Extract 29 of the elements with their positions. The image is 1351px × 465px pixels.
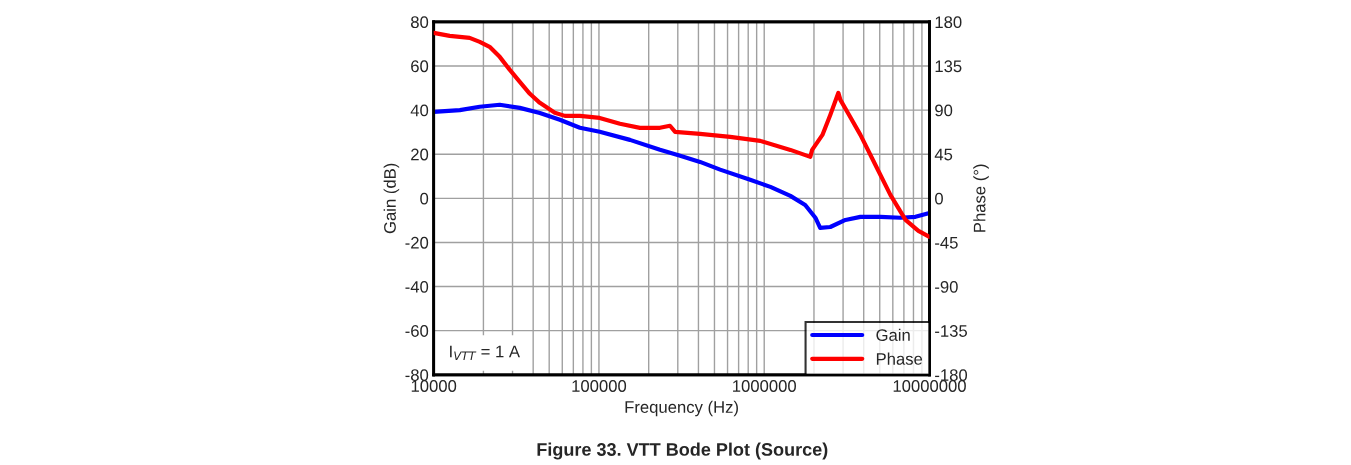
x-tick-label: 1000000 [733, 380, 797, 392]
x-tick-label: 10000 [411, 380, 457, 392]
y2-tick-label: -90 [935, 280, 958, 293]
legend-label: Gain [876, 328, 910, 341]
legend-label: Phase [876, 352, 923, 365]
y2-tick-label: 135 [935, 60, 962, 73]
y2-tick-label: 0 [935, 192, 943, 205]
y-tick-label: 80 [411, 16, 429, 29]
x-tick-label: 10000000 [893, 380, 966, 392]
y-tick-label: -20 [405, 236, 429, 249]
y2-tick-label: -180 [935, 369, 968, 381]
y2-axis-title: Phase (°) [973, 164, 989, 232]
text: Figure 33. VTT Bode Plot (Source) [537, 442, 828, 460]
y2-tick-label: 180 [935, 16, 962, 29]
y-axis-title: Gain (dB) [383, 163, 400, 234]
y2-tick-label: 45 [934, 148, 953, 161]
y-tick-label: -60 [405, 325, 429, 337]
y2-tick-label: -135 [935, 325, 968, 337]
y-tick-label: 0 [420, 192, 429, 205]
y-tick-label: 40 [410, 104, 429, 117]
y-tick-label: 60 [411, 60, 429, 73]
annotation: I$_{VTT}$ = 1 A [450, 345, 520, 360]
y2-tick-label: 90 [935, 104, 953, 117]
y-tick-label: 20 [411, 148, 429, 161]
y-tick-label: -40 [405, 280, 429, 293]
y-tick-label: -80 [405, 369, 429, 381]
x-tick-label: 100000 [572, 380, 627, 392]
y2-tick-label: -45 [935, 237, 958, 249]
x-axis-title: Frequency (Hz) [625, 400, 738, 417]
